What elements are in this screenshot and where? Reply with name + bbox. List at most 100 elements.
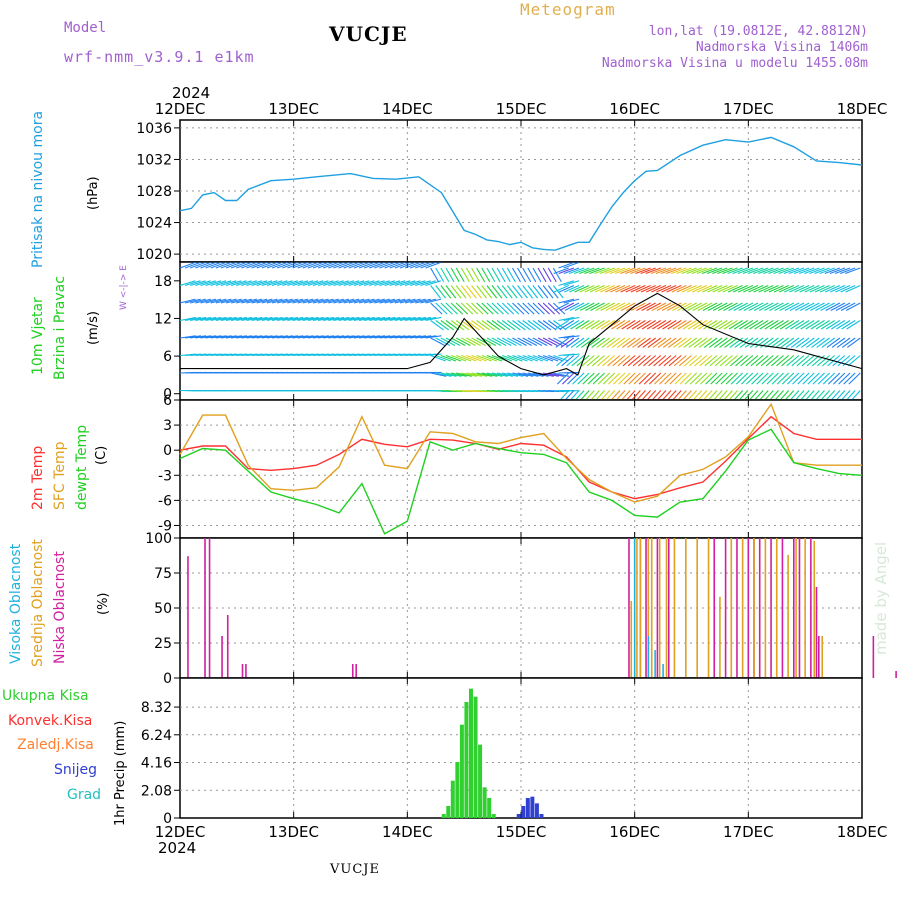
wind-barb [445,354,462,362]
wind-barb [840,284,856,293]
wind-barb [822,355,836,367]
wind-barb [662,320,677,330]
wind-barb [220,298,237,304]
wind-barb [739,320,754,330]
wind-barb [389,298,406,304]
wind-barb [486,320,501,331]
wind-barb [604,267,621,274]
wind-barb [677,302,692,311]
wind-barb [564,390,575,400]
pressure-ytick-label: 1036 [136,121,172,137]
wind-barb [744,320,759,330]
wind-barb [671,284,687,293]
wind-barb [819,284,835,293]
precip-bar [450,780,455,818]
wind-barb [323,298,339,304]
wind-barb [660,267,677,274]
wind-barb [714,337,728,348]
wind-barb [466,372,483,377]
wind-barb [674,372,687,385]
pressure-ytick-label: 1024 [136,216,172,232]
wind-barb [532,337,548,346]
wind-barb [507,354,523,362]
wind-barb [542,285,554,299]
wind-barb [835,284,851,293]
precip-bar [478,744,483,818]
wind-barb [460,267,470,283]
wind-barb [517,320,531,331]
wind-barb [353,262,370,269]
wind-barb [594,267,610,274]
wind-barb [532,302,545,315]
wind-barb [574,390,585,400]
wind-barb [404,262,421,269]
wind-barb [466,320,480,331]
wind-barb [563,353,580,357]
wind-barb [564,284,580,293]
wind-barb [590,390,600,400]
wind-barb [581,337,595,348]
wind-barb [692,302,708,311]
wind-barb [394,335,411,339]
wind-barb [241,316,258,322]
wind-barb [465,267,475,283]
wind-barb [840,390,851,400]
wind-barb [389,316,406,322]
wind-barb [343,280,360,287]
cloud-ylabel-high: Visoka Oblacnost [8,543,24,664]
wind-barb [542,337,558,346]
wind-barb [471,354,487,362]
wind-barb [630,267,646,274]
wind-barb [753,302,769,311]
wind-barb [389,262,405,269]
wind-barb [415,316,432,322]
wind-barb [338,298,355,304]
wind-barb [835,302,851,311]
wind-barb [399,262,416,269]
wind-barb [799,267,815,274]
wind-barb [271,262,288,269]
cloud-ytick-label: 100 [145,531,172,547]
wind-ytick-label: 12 [154,311,172,327]
wind-barb [585,320,600,330]
wind-barb [491,372,508,377]
wind-barb [697,390,708,400]
wind-barb [570,337,585,348]
wind-barb [825,302,841,311]
wind-barb [501,320,516,331]
wind-barb [266,280,283,287]
wind-barb [358,280,375,287]
model-altitude-text: Nadmorska Visina u modelu 1455.08m [601,56,868,71]
wind-barb [586,355,600,367]
wind-barb [579,284,595,293]
wind-barb [661,302,677,311]
wind-barb [527,285,539,299]
wind-barb [816,337,830,348]
wind-barb [689,372,703,385]
wind-barb [819,267,835,274]
wind-barb [195,335,212,339]
wind-barb [185,316,201,322]
precip-ytick-label: 8.32 [141,700,172,716]
wind-barb [728,320,743,330]
wind-barb [764,390,774,400]
wind-barb [694,355,708,367]
wind-barb [621,337,636,348]
wind-barb [697,284,713,293]
wind-barb [558,316,575,322]
wind-barb [369,280,385,287]
wind-barb [643,372,657,385]
wind-barb [572,372,585,385]
wind-barb [692,390,703,400]
wind-barb [527,320,542,331]
wind-ytick-label: 18 [154,274,172,290]
wind-barb [312,280,329,287]
wind-barb [420,280,436,287]
wind-barb [627,355,641,367]
precip-bar [482,787,487,818]
wind-barb [717,267,733,274]
wind-barb [801,355,815,367]
wind-barb [333,335,350,339]
wind-barb [794,284,810,293]
wind-barb [450,285,462,299]
